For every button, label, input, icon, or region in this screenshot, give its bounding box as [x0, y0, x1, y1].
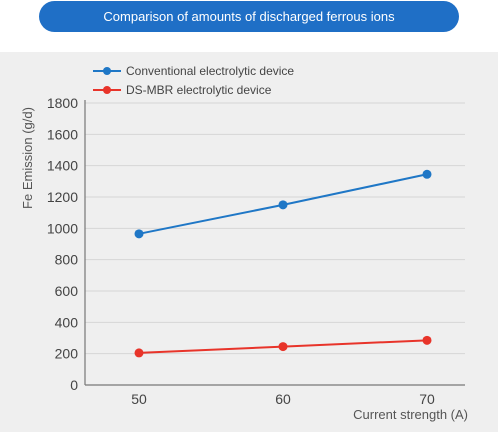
chart-panel	[0, 52, 498, 432]
data-point	[278, 200, 288, 210]
data-point	[278, 342, 288, 352]
y-tick-label: 800	[55, 252, 79, 268]
y-tick-label: 1600	[47, 126, 78, 142]
y-tick-label: 1800	[47, 95, 78, 111]
y-tick-label: 200	[55, 346, 79, 362]
legend-swatch-marker	[103, 67, 111, 75]
x-tick-label: 60	[275, 391, 291, 407]
y-tick-label: 1000	[47, 220, 78, 236]
legend-label: Conventional electrolytic device	[126, 64, 294, 78]
x-tick-labels: 50 60 70	[131, 391, 435, 407]
legend-swatch-marker	[103, 86, 111, 94]
y-tick-label: 600	[55, 283, 79, 299]
x-tick-label: 70	[419, 391, 435, 407]
series-group	[134, 169, 432, 358]
chart-title: Comparison of amounts of discharged ferr…	[39, 1, 459, 32]
x-tick-label: 50	[131, 391, 147, 407]
grid-lines	[85, 102, 465, 355]
y-tick-label: 1200	[47, 189, 78, 205]
data-point	[422, 169, 432, 179]
y-tick-labels: 0 200 400 600 800 1000 1200 1400 1600 1800	[47, 95, 78, 393]
y-axis-title: Fe Emission (g/d)	[20, 107, 35, 209]
y-tick-label: 400	[55, 314, 79, 330]
y-tick-label: 0	[70, 377, 78, 393]
legend-label: DS-MBR electrolytic device	[126, 83, 272, 97]
data-point	[134, 229, 144, 239]
data-point	[422, 335, 432, 345]
x-axis-title: Current strength (A)	[353, 407, 468, 422]
legend: Conventional electrolytic device DS-MBR e…	[93, 64, 294, 97]
y-tick-label: 1400	[47, 158, 78, 174]
data-point	[134, 348, 144, 358]
